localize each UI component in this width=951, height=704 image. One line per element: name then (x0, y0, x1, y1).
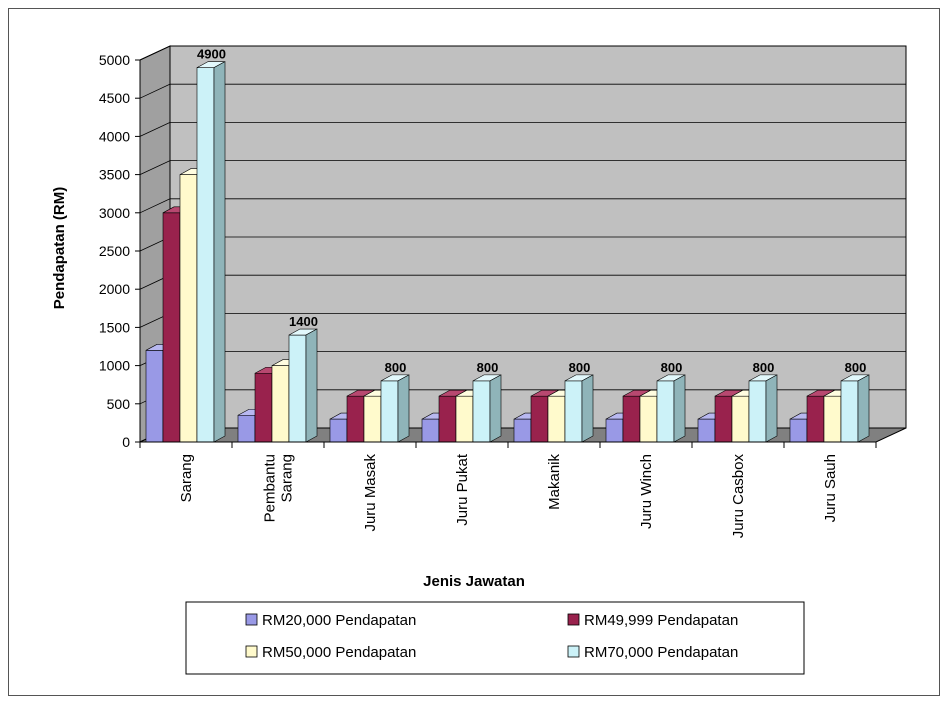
bar-side (857, 374, 870, 443)
bar (731, 395, 750, 443)
bar (789, 418, 808, 443)
data-label: 1400 (289, 314, 318, 329)
legend-swatch (245, 613, 258, 626)
y-tick-label: 2000 (99, 281, 130, 297)
x-tick-label: Juru Pukat (454, 453, 471, 526)
bar (605, 418, 624, 443)
bar (530, 395, 549, 443)
legend-swatch (567, 645, 580, 658)
legend-swatch (567, 613, 580, 626)
bar (840, 380, 859, 443)
legend-label: RM70,000 Pendapatan (584, 644, 738, 661)
bar-side (305, 328, 318, 443)
bar (145, 350, 164, 443)
y-tick-label: 1000 (99, 358, 130, 374)
x-tick-label: Juru Casbox (730, 454, 747, 539)
bar (421, 418, 440, 443)
x-tick-label: Juru Winch (638, 454, 655, 529)
bar (346, 395, 365, 443)
axes-group (135, 59, 877, 448)
bar (656, 380, 675, 443)
x-tick-label: Juru Masak (362, 454, 379, 532)
bar (455, 395, 474, 443)
data-label: 800 (385, 360, 407, 375)
bar (438, 395, 457, 443)
bar (363, 395, 382, 443)
bar (179, 174, 198, 443)
bar (622, 395, 641, 443)
x-axis-label: Jenis Jawatan (423, 573, 525, 590)
y-tick-label: 3500 (99, 167, 130, 183)
bar (380, 380, 399, 443)
bars-group (145, 61, 870, 443)
y-tick-label: 2500 (99, 243, 130, 259)
bar (513, 418, 532, 443)
y-axis-label: Pendapatan (RM) (51, 187, 68, 310)
bar (472, 380, 491, 443)
legend-swatch (245, 645, 258, 658)
bar-side (673, 374, 686, 443)
legend-box (185, 601, 805, 675)
bar-side (213, 61, 226, 443)
legend-label: RM49,999 Pendapatan (584, 612, 738, 629)
legend-label: RM50,000 Pendapatan (262, 644, 416, 661)
bar-side (581, 374, 594, 443)
x-tick-label: Makanik (546, 454, 563, 510)
gridline (139, 45, 906, 61)
data-label: 800 (661, 360, 683, 375)
bar (288, 334, 307, 443)
labels-group: 4900 1400 800 800 800 800 800 800 0 500 1000 1500 20… (99, 47, 867, 539)
bar (547, 395, 566, 443)
x-tick-label: Pembantu (262, 454, 279, 522)
legend: RM20,000 Pendapatan RM49,999 Pendapatan RM… (185, 601, 805, 675)
y-tick-label: 0 (122, 434, 130, 450)
gridline (139, 198, 906, 214)
bar (714, 395, 733, 443)
bar (748, 380, 767, 443)
y-tick-label: 3000 (99, 205, 130, 221)
bar (271, 365, 290, 443)
bar (806, 395, 825, 443)
gridline (139, 160, 906, 175)
y-tick-label: 4000 (99, 128, 130, 144)
bar (196, 67, 215, 443)
bar (823, 395, 842, 443)
bar (162, 212, 181, 443)
data-label: 800 (569, 360, 591, 375)
y-tick-label: 1500 (99, 319, 130, 335)
bar (237, 414, 256, 443)
y-tick-label: 5000 (99, 52, 130, 68)
bar (254, 372, 273, 443)
bar (639, 395, 658, 443)
y-tick-label: 4500 (99, 90, 130, 106)
gridline (139, 83, 906, 99)
y-tick-label: 500 (107, 396, 131, 412)
data-label: 800 (845, 360, 867, 375)
bar-side (397, 374, 410, 443)
bar-side (765, 374, 778, 443)
bar (329, 418, 348, 443)
x-tick-label: Juru Sauh (822, 454, 839, 522)
data-label: 800 (753, 360, 775, 375)
bar (564, 380, 583, 443)
bar-side (489, 374, 502, 443)
x-tick-label: Sarang (178, 454, 195, 502)
bar (697, 418, 716, 443)
gridline (139, 122, 906, 137)
legend-label: RM20,000 Pendapatan (262, 612, 416, 629)
data-label: 4900 (197, 47, 226, 62)
data-label: 800 (477, 360, 499, 375)
x-tick-label: Sarang (279, 454, 296, 502)
